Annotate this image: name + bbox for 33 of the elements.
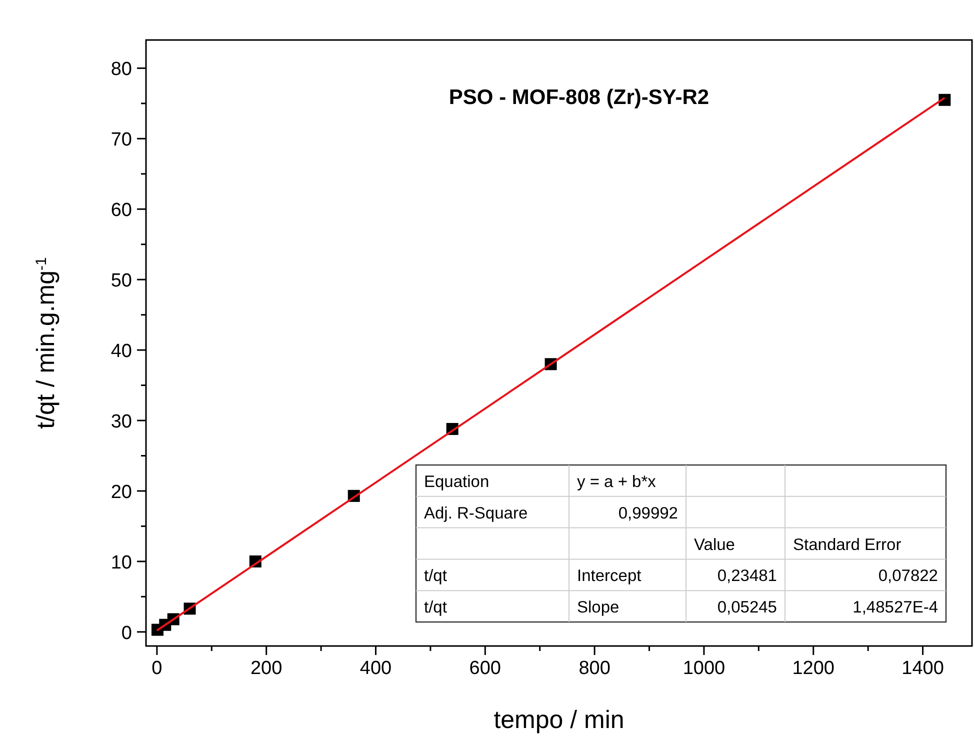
- x-tick-label: 600: [469, 658, 502, 679]
- y-tick-label: 70: [110, 130, 132, 151]
- y-tick-label: 80: [110, 59, 132, 80]
- x-axis-title: tempo / min: [494, 706, 624, 734]
- y-tick-label: 30: [110, 412, 132, 433]
- annotation: 0,23481: [717, 567, 777, 586]
- annotation: Value: [694, 536, 735, 554]
- y-tick-label: 50: [110, 270, 132, 292]
- y-tick-label: 60: [110, 200, 132, 222]
- x-tick-label: 200: [250, 658, 282, 679]
- annotation: 0,05245: [717, 598, 777, 617]
- annotation: Intercept: [577, 567, 642, 586]
- annotation: t/qt: [424, 598, 448, 617]
- x-tick-label: 1000: [682, 658, 726, 679]
- x-tick-label: 400: [360, 658, 392, 679]
- x-tick-label: 800: [578, 658, 610, 679]
- x-tick-label: 1400: [902, 658, 944, 679]
- y-tick-label: 0: [121, 622, 132, 644]
- y-tick-label: 10: [110, 552, 132, 574]
- annotation: 0,07822: [878, 567, 938, 586]
- y-tick-label: 20: [110, 482, 132, 503]
- annotation: Standard Error: [793, 536, 902, 554]
- text: PSO - MOF-808 (Zr)-SY-R2: [448, 86, 710, 109]
- x-tick-label: 0: [152, 658, 162, 679]
- annotation: Slope: [577, 598, 620, 617]
- annotation: Equation: [424, 473, 490, 491]
- y-tick-label: 40: [110, 341, 132, 362]
- annotation: Adj. R-Square: [424, 504, 528, 522]
- annotation: 0,99992: [618, 504, 678, 522]
- annotation: t/qt: [424, 567, 448, 586]
- annotation: y = a + b*x: [577, 473, 657, 491]
- annotation: 1,48527E-4: [852, 598, 938, 617]
- x-tick-label: 1200: [792, 658, 835, 679]
